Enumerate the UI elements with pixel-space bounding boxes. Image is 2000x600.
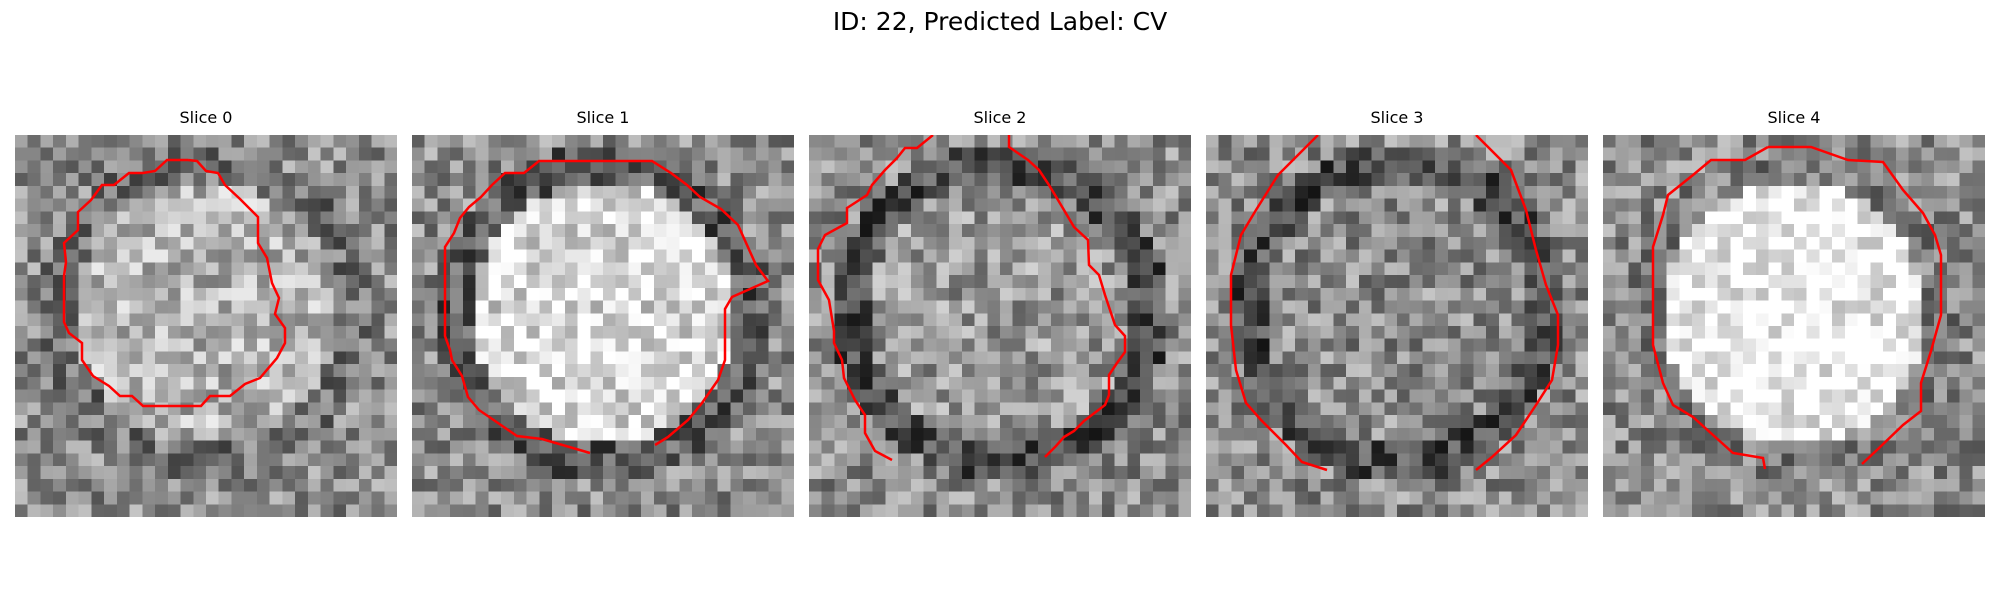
figure-title: ID: 22, Predicted Label: CV [832, 7, 1168, 36]
slice-title: Slice 1 [576, 108, 630, 127]
slice-title: Slice 3 [1370, 108, 1424, 127]
contour-outline [62, 158, 287, 408]
slice-title: Slice 0 [179, 108, 233, 127]
slice-panel-0: Slice 0 [15, 107, 397, 517]
contour-outline [1651, 145, 1943, 470]
slice-image [1206, 135, 1588, 517]
contour-outline [816, 135, 1127, 462]
slice-panel-4: Slice 4 [1603, 107, 1985, 517]
slice-image [809, 135, 1191, 517]
slice-panel-2: Slice 2 [809, 107, 1191, 517]
contour-outline [443, 159, 770, 455]
slice-panel-3: Slice 3 [1206, 107, 1588, 517]
contour-outline [1229, 135, 1560, 472]
slice-title: Slice 4 [1767, 108, 1821, 127]
slice-title: Slice 2 [973, 108, 1027, 127]
slice-image [15, 135, 397, 517]
slice-image [412, 135, 794, 517]
slice-panel-1: Slice 1 [412, 107, 794, 517]
